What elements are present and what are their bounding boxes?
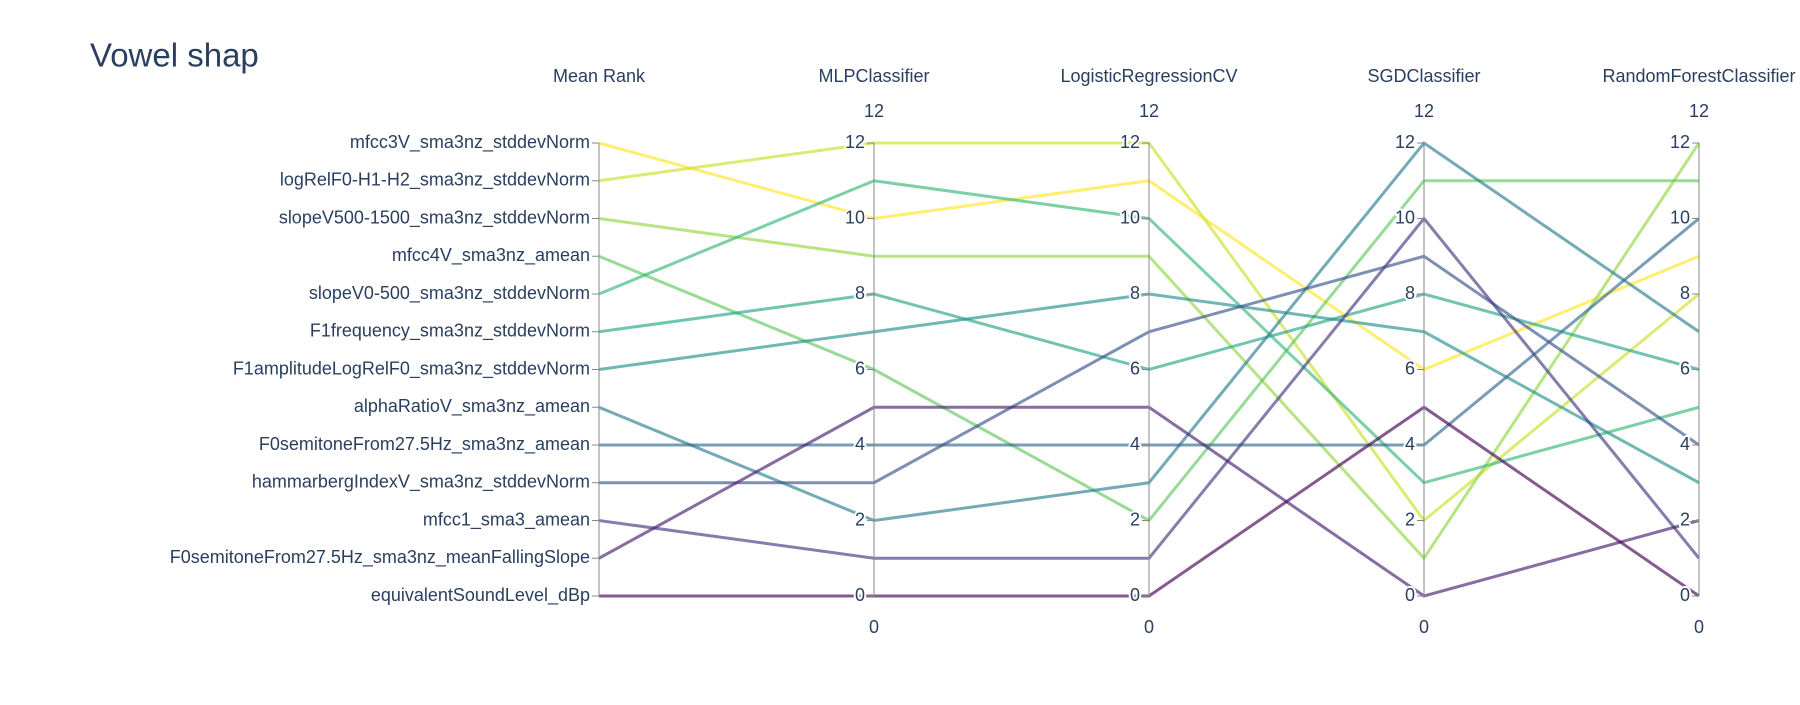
tick-label: slopeV500-1500_sma3nz_stddevNorm	[279, 207, 590, 228]
axis-title: RandomForestClassifier	[1602, 66, 1795, 86]
tick-label: mfcc4V_sma3nz_amean	[392, 245, 590, 266]
tick-label: 8	[855, 283, 865, 303]
axis-title: SGDClassifier	[1367, 66, 1480, 86]
tick-label: 12	[1395, 132, 1415, 152]
tick-label: 0	[1680, 585, 1690, 605]
tick-label: 2	[1405, 509, 1415, 529]
tick-label: 12	[1670, 132, 1690, 152]
tick-label: 2	[855, 509, 865, 529]
tick-label: F1frequency_sma3nz_stddevNorm	[310, 321, 590, 342]
range-min-label: 0	[1419, 617, 1429, 637]
tick-label: mfcc1_sma3_amean	[423, 509, 590, 530]
axes: Mean Rank mfcc3V_sma3nz_stddevNorm logRelF…	[168, 66, 1796, 637]
tick-label: 4	[855, 434, 865, 454]
tick-label: 6	[1680, 358, 1690, 378]
tick-label: 8	[1130, 283, 1140, 303]
range-max-label: 12	[1139, 101, 1159, 121]
tick-label: logRelF0-H1-H2_sma3nz_stddevNorm	[280, 170, 590, 191]
axis-title: LogisticRegressionCV	[1060, 66, 1237, 86]
tick-label: 2	[1130, 509, 1140, 529]
range-max-label: 12	[864, 101, 884, 121]
tick-label: 12	[1120, 132, 1140, 152]
range-max-label: 12	[1689, 101, 1709, 121]
tick-label: 12	[845, 132, 865, 152]
tick-label: equivalentSoundLevel_dBp	[371, 585, 590, 606]
range-min-label: 0	[869, 617, 879, 637]
tick-label: 0	[1405, 585, 1415, 605]
tick-label: 6	[1130, 358, 1140, 378]
tick-label: 10	[1395, 207, 1415, 227]
tick-label: 8	[1405, 283, 1415, 303]
tick-label: 0	[855, 585, 865, 605]
tick-label: F1amplitudeLogRelF0_sma3nz_stddevNorm	[233, 358, 590, 379]
tick-label: alphaRatioV_sma3nz_amean	[354, 396, 590, 417]
tick-label: 10	[1120, 207, 1140, 227]
tick-label: 6	[1405, 358, 1415, 378]
range-max-label: 12	[1414, 101, 1434, 121]
tick-label: 4	[1130, 434, 1140, 454]
tick-label: 10	[1670, 207, 1690, 227]
tick-label: 4	[1680, 434, 1690, 454]
range-min-label: 0	[1144, 617, 1154, 637]
tick-label: 6	[855, 358, 865, 378]
axis-title: Mean Rank	[553, 66, 646, 86]
tick-label: slopeV0-500_sma3nz_stddevNorm	[309, 283, 590, 304]
range-min-label: 0	[1694, 617, 1704, 637]
tick-label: mfcc3V_sma3nz_stddevNorm	[350, 132, 590, 153]
tick-label: 2	[1680, 509, 1690, 529]
tick-label: 4	[1405, 434, 1415, 454]
tick-label: hammarbergIndexV_sma3nz_stddevNorm	[252, 472, 590, 493]
chart-title: Vowel shap	[90, 37, 259, 74]
tick-label: 8	[1680, 283, 1690, 303]
tick-label: F0semitoneFrom27.5Hz_sma3nz_amean	[259, 434, 590, 455]
tick-label: F0semitoneFrom27.5Hz_sma3nz_meanFallingS…	[170, 547, 590, 568]
tick-label: 10	[845, 207, 865, 227]
tick-label: 0	[1130, 585, 1140, 605]
axis-title: MLPClassifier	[818, 66, 929, 86]
